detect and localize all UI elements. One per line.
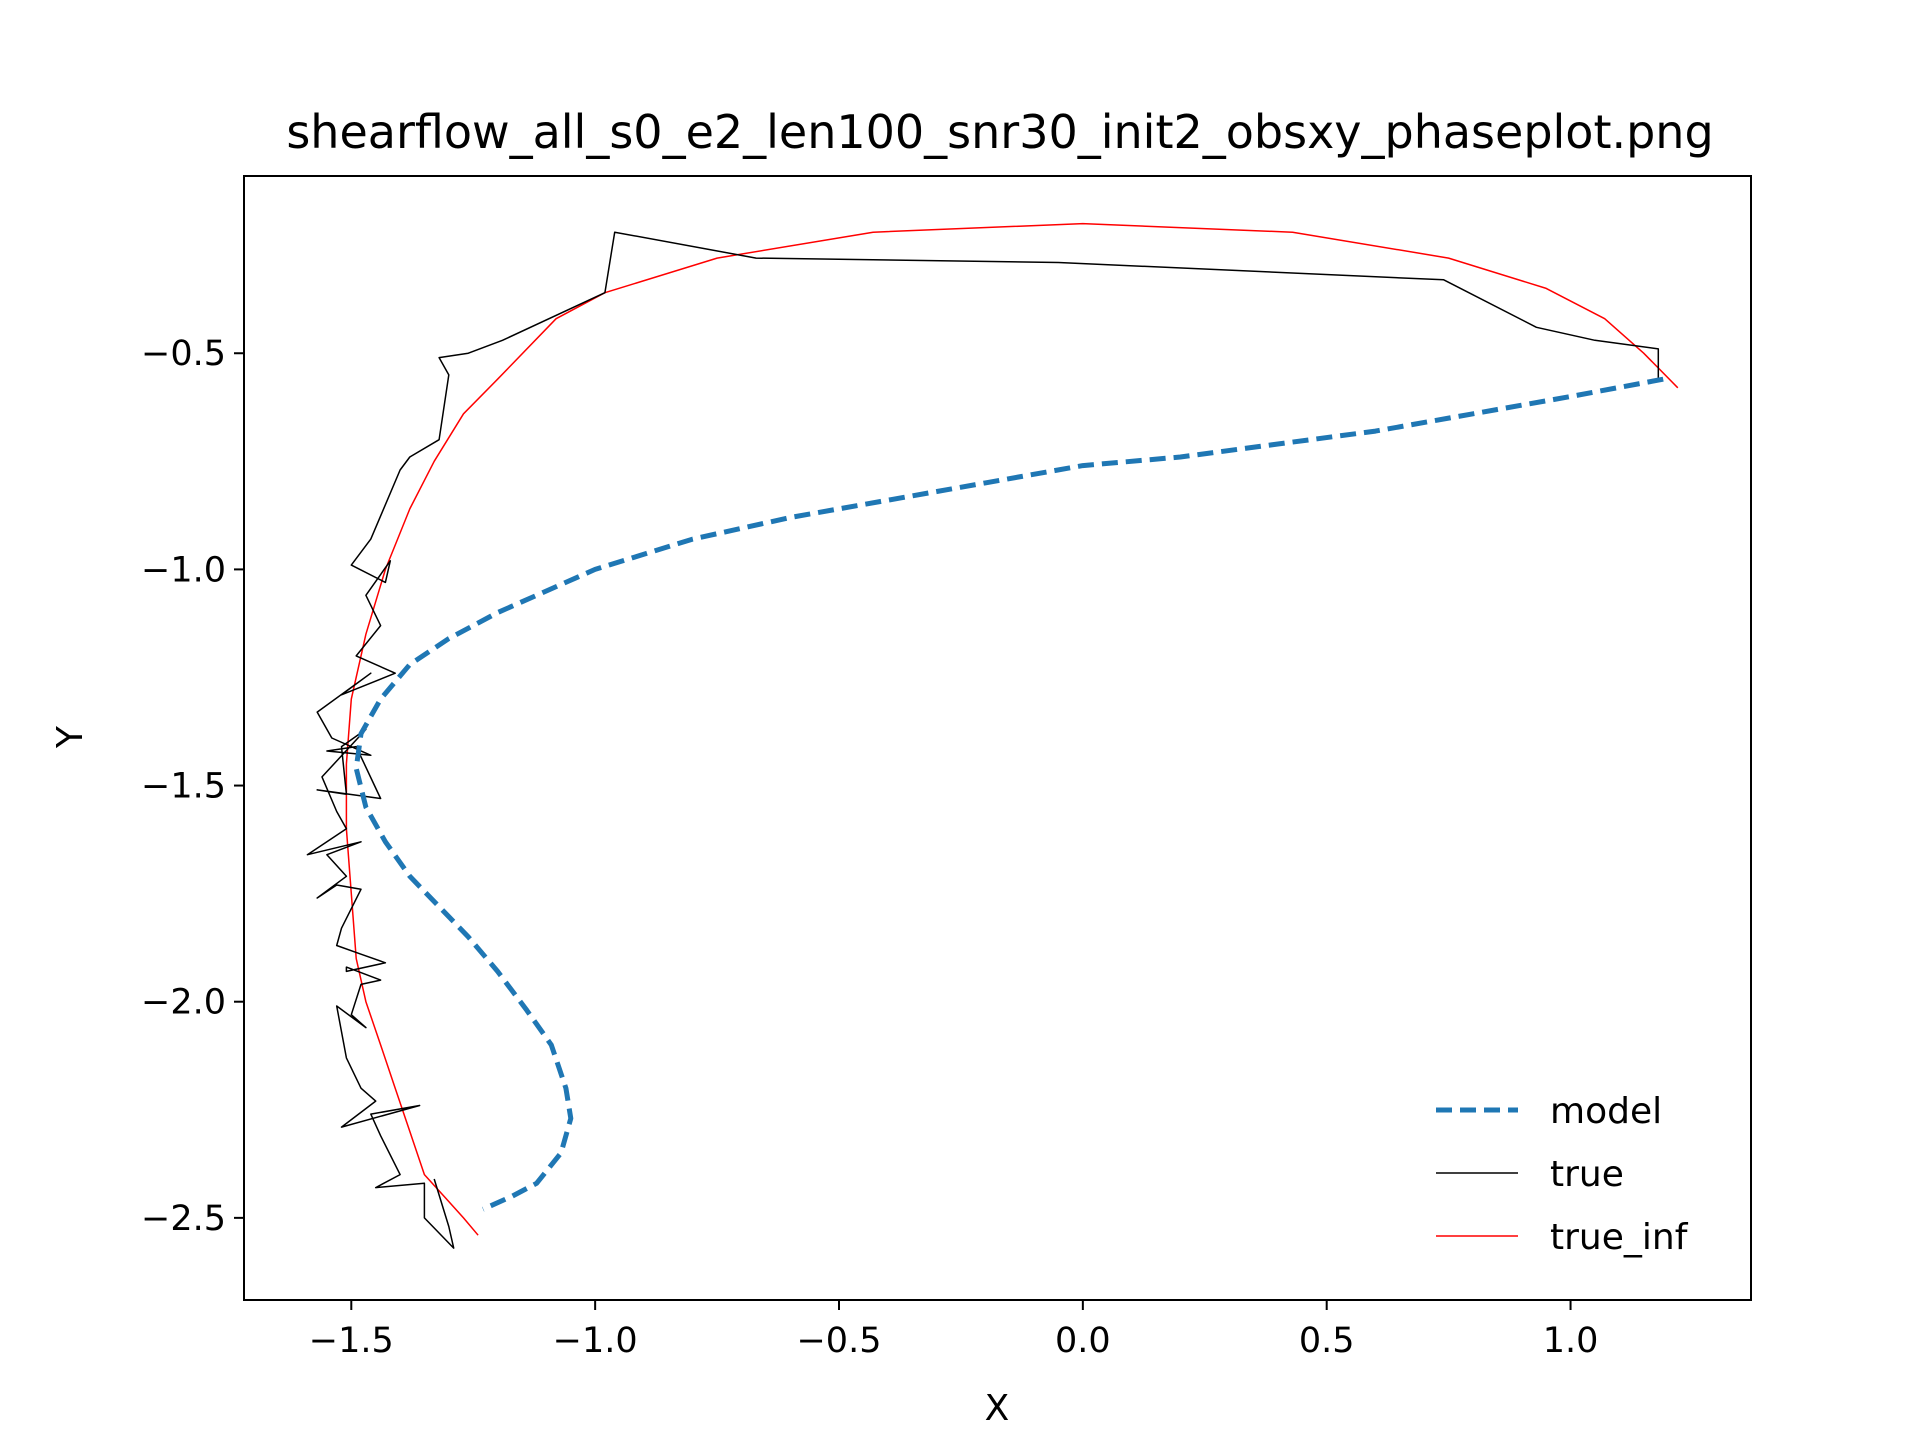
series-line-model: [353, 376, 1664, 1212]
x-tick-label: −1.5: [309, 1321, 394, 1361]
y-tick-label: −0.5: [141, 334, 226, 374]
y-tick-label: −1.0: [141, 550, 226, 590]
y-axis-ticks: −0.5 −1.0 −1.5 −2.0 −2.5: [141, 334, 244, 1239]
x-tick-label: −1.0: [553, 1321, 638, 1361]
legend-label-model: model: [1550, 1091, 1662, 1132]
plot-frame: [243, 175, 1752, 1301]
x-tick-label: 0.0: [1055, 1321, 1111, 1361]
y-axis-label: Y: [50, 725, 91, 749]
x-tick-label: −0.5: [796, 1321, 881, 1361]
legend-label-true-inf: true_inf: [1550, 1217, 1689, 1258]
x-axis-label: X: [985, 1388, 1010, 1429]
y-tick-label: −2.5: [141, 1199, 226, 1239]
x-tick-label: 1.0: [1543, 1321, 1599, 1361]
y-tick-label: −1.5: [141, 767, 226, 807]
x-tick-label: 0.5: [1299, 1321, 1355, 1361]
legend-label-true: true: [1550, 1154, 1624, 1195]
y-tick-label: −2.0: [141, 983, 226, 1023]
plot-lines: [306, 222, 1679, 1249]
legend: model true true_inf: [1436, 1091, 1689, 1258]
x-axis-ticks: −1.5 −1.0 −0.5 0.0 0.5 1.0: [309, 1300, 1599, 1361]
chart-title: shearflow_all_s0_e2_len100_snr30_init2_o…: [286, 105, 1713, 159]
series-line-true-inf: [345, 222, 1679, 1236]
